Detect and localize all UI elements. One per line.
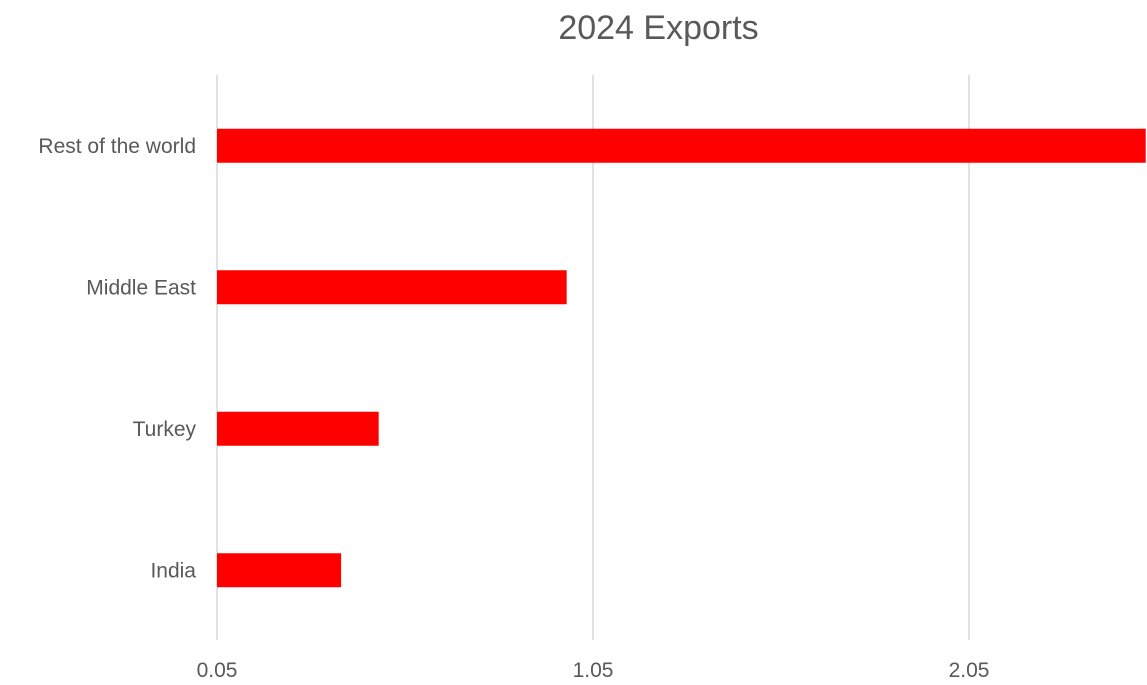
category-label-0: Rest of the world xyxy=(38,135,196,158)
x-tick-label-1: 1.05 xyxy=(573,659,614,682)
category-label-3: India xyxy=(150,559,196,582)
x-tick-labels: 0.05 1.05 2.05 xyxy=(197,659,990,682)
category-labels: Rest of the world Middle East Turkey India xyxy=(38,135,196,583)
x-tick-label-0: 0.05 xyxy=(197,659,238,682)
bar-india xyxy=(217,553,342,588)
bar-middle-east xyxy=(217,270,567,305)
category-label-1: Middle East xyxy=(86,276,196,299)
chart-title: 2024 Exports xyxy=(558,8,759,47)
bar-turkey xyxy=(217,411,379,446)
bar-rest-of-the-world xyxy=(217,128,1146,163)
gridlines xyxy=(216,75,970,640)
bars xyxy=(217,128,1146,588)
x-tick-label-2: 2.05 xyxy=(949,659,990,682)
category-label-2: Turkey xyxy=(133,418,197,441)
